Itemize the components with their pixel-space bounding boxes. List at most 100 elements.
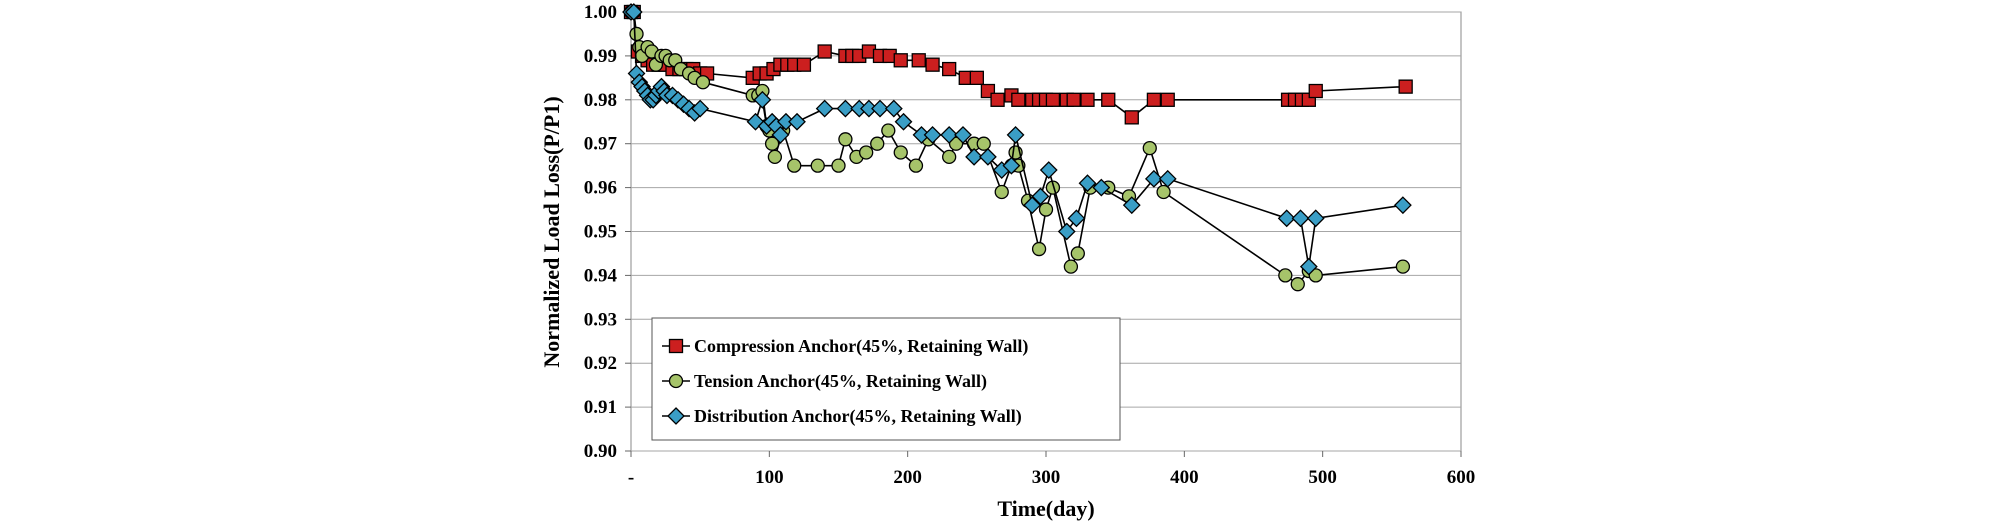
x-axis-title: Time(day) [997, 496, 1094, 521]
data-point [1308, 268, 1323, 283]
data-point [925, 57, 940, 72]
legend-box [651, 317, 1121, 441]
data-point [990, 92, 1005, 107]
data-point [1290, 277, 1305, 292]
data-point [1031, 187, 1050, 206]
data-point [954, 126, 972, 144]
legend: Compression Anchor(45%, Retaining Wall) T… [651, 317, 1121, 441]
data-point [1393, 196, 1412, 215]
data-point [1395, 259, 1411, 274]
data-point [624, 3, 643, 21]
data-point [976, 136, 991, 151]
legend-marker [668, 338, 684, 354]
legend-label: Distribution Anchor(45%, Retaining Wall) [694, 406, 1022, 427]
data-point [870, 136, 885, 151]
data-point [1045, 92, 1061, 107]
x-tick-label: 300 [1032, 467, 1061, 488]
x-axis-ticks: - 100 200 300 400 500 600 [628, 451, 1475, 488]
data-point [908, 158, 924, 173]
data-point [1045, 180, 1061, 195]
x-tick-label: 200 [893, 467, 922, 488]
legend-item: Distribution Anchor(45%, Retaining Wall) [662, 406, 1022, 427]
data-point [831, 158, 846, 173]
data-point [838, 132, 853, 147]
y-axis-ticks: 0.90 0.91 0.92 0.93 0.94 0.95 0.96 0.97 0.98 0.99… [584, 2, 631, 462]
data-point [1158, 169, 1177, 188]
legend-item: Compression Anchor(45%, Retaining Wall) [662, 336, 1028, 357]
data-point [1067, 209, 1086, 228]
y-axis-title: Normalized Load Loss(P/P1) [539, 96, 564, 367]
data-point [1006, 126, 1025, 144]
data-point [767, 149, 783, 165]
legend-marker [667, 407, 685, 425]
y-tick-label: 0.91 [584, 397, 617, 418]
data-point [1031, 241, 1047, 257]
data-point [1101, 92, 1116, 107]
data-point [1080, 92, 1095, 107]
series-layer [622, 3, 1413, 292]
y-tick-label: 0.94 [584, 265, 618, 286]
x-tick-label: - [628, 467, 634, 488]
y-tick-label: 0.99 [584, 46, 617, 67]
legend-marker [668, 373, 684, 389]
data-point [771, 126, 790, 144]
data-point [1291, 209, 1310, 228]
data-point [753, 90, 772, 109]
data-point [1070, 246, 1085, 261]
data-point [969, 70, 984, 85]
data-point [1142, 140, 1157, 156]
data-point [695, 75, 711, 90]
data-point [1277, 209, 1296, 228]
data-point [884, 99, 903, 118]
data-point [796, 57, 812, 72]
x-tick-label: 100 [755, 467, 784, 488]
data-point [893, 145, 908, 160]
legend-items: Compression Anchor(45%, Retaining Wall) T… [662, 336, 1028, 427]
data-point [764, 136, 780, 151]
data-point [817, 44, 832, 59]
data-point [836, 99, 855, 118]
y-tick-label: 0.98 [584, 90, 617, 111]
data-point [1057, 222, 1076, 241]
data-point [691, 99, 710, 118]
y-tick-label: 0.96 [584, 178, 617, 199]
data-point [629, 26, 644, 42]
data-point [1002, 156, 1021, 175]
data-point [942, 61, 957, 77]
data-point [810, 158, 825, 173]
data-point [859, 145, 874, 160]
data-point [871, 99, 889, 118]
data-point [994, 184, 1009, 200]
data-point [948, 136, 964, 151]
data-point [1146, 92, 1162, 107]
data-point [942, 149, 957, 165]
data-point [1092, 178, 1111, 197]
series-diamond [622, 3, 1412, 276]
data-point [1066, 92, 1081, 107]
data-point [1124, 110, 1139, 125]
data-point [815, 99, 834, 118]
y-tick-label: 0.97 [584, 134, 618, 155]
data-point [894, 112, 913, 131]
legend-item: Tension Anchor(45%, Retaining Wall) [662, 371, 987, 392]
y-tick-label: 0.95 [584, 222, 617, 243]
x-tick-label: 600 [1447, 467, 1476, 488]
data-point [1144, 169, 1163, 188]
data-point [1308, 83, 1323, 99]
data-point [1063, 259, 1079, 274]
y-tick-label: 1.00 [584, 2, 617, 23]
data-point [1039, 161, 1058, 179]
data-point [965, 147, 983, 166]
data-point [881, 123, 896, 138]
data-point [1011, 92, 1026, 107]
data-point [1078, 174, 1097, 193]
data-point [911, 53, 926, 68]
data-point [1038, 202, 1054, 217]
data-point [1299, 257, 1318, 276]
y-tick-label: 0.90 [584, 441, 617, 462]
legend-label: Compression Anchor(45%, Retaining Wall) [694, 336, 1028, 357]
data-point [893, 53, 908, 68]
data-point [1023, 196, 1042, 215]
data-point [923, 126, 942, 144]
